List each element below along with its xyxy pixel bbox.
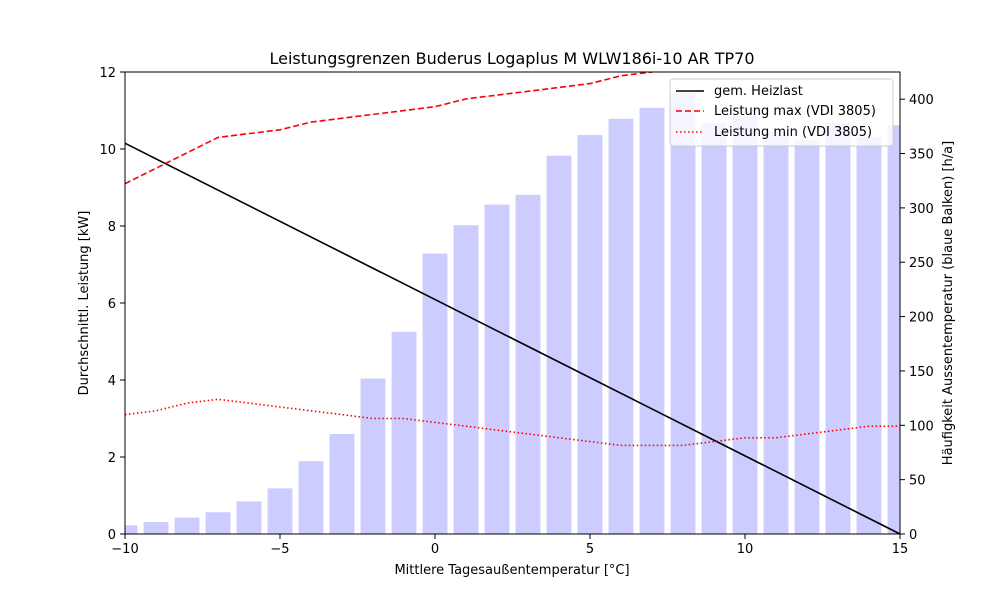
y2-axis-label: Häufigkeit Aussentemperatur (blaue Balke… — [941, 141, 956, 465]
bar — [125, 525, 138, 534]
x-tick-label: 0 — [431, 542, 439, 557]
bars-layer — [125, 92, 900, 534]
bar — [174, 517, 200, 534]
bar — [360, 378, 386, 534]
y2-tick-label: 50 — [909, 474, 926, 489]
y2-tick-label: 0 — [909, 528, 917, 543]
chart-title: Leistungsgrenzen Buderus Logaplus M WLW1… — [269, 49, 754, 68]
y2-tick-label: 250 — [909, 256, 934, 271]
series-line-1 — [125, 72, 656, 185]
series-line-0 — [125, 142, 900, 534]
bar — [267, 488, 293, 534]
bar — [484, 204, 510, 534]
bar — [453, 225, 479, 534]
bar — [515, 194, 541, 534]
bar — [608, 118, 634, 534]
bar — [670, 92, 696, 534]
y-tick-label: 12 — [99, 66, 116, 81]
x-tick-label: 15 — [892, 542, 909, 557]
y-tick-label: 0 — [108, 528, 116, 543]
bar — [639, 107, 665, 534]
bar — [546, 155, 572, 534]
y2-tick-label: 200 — [909, 311, 934, 326]
bar — [794, 140, 820, 534]
bar — [856, 137, 882, 534]
bar — [236, 501, 262, 534]
y2-tick-label: 400 — [909, 93, 934, 108]
bar — [887, 125, 900, 534]
y2-tick-label: 350 — [909, 148, 934, 163]
bar — [143, 522, 169, 534]
x-tick-label: 10 — [737, 542, 754, 557]
legend-label-min: Leistung min (VDI 3805) — [714, 125, 872, 140]
y-tick-label: 8 — [108, 220, 116, 235]
x-tick-label: −10 — [111, 542, 138, 557]
bar — [329, 433, 355, 534]
y-axis-left: 0 2 4 6 8 10 12 — [99, 66, 125, 543]
y-tick-label: 6 — [108, 297, 116, 312]
x-tick-label: 5 — [586, 542, 594, 557]
y2-tick-label: 300 — [909, 202, 934, 217]
bar — [763, 131, 789, 534]
bar — [391, 331, 417, 534]
y-axis-label: Durchschnittl. Leistung [kW] — [77, 211, 92, 396]
lines-layer — [125, 72, 900, 534]
bar — [298, 461, 324, 534]
y2-tick-label: 150 — [909, 365, 934, 380]
x-axis: −10 −5 0 5 10 15 — [111, 534, 908, 557]
legend: gem. Heizlast Leistung max (VDI 3805) Le… — [669, 78, 894, 147]
bar — [732, 116, 758, 534]
legend-label-heizlast: gem. Heizlast — [714, 84, 803, 99]
y-axis-right: 0 50 100 150 200 250 300 350 400 — [900, 93, 934, 543]
y-tick-label: 4 — [108, 374, 116, 389]
y-tick-label: 2 — [108, 451, 116, 466]
x-axis-label: Mittlere Tagesaußentemperatur [°C] — [394, 563, 629, 578]
legend-box — [669, 78, 894, 147]
y2-tick-label: 100 — [909, 419, 934, 434]
y-tick-label: 10 — [99, 143, 116, 158]
bar — [205, 512, 231, 534]
bar — [701, 123, 727, 534]
x-tick-label: −5 — [270, 542, 289, 557]
bar — [825, 123, 851, 534]
bar — [577, 135, 603, 534]
legend-label-max: Leistung max (VDI 3805) — [714, 104, 876, 119]
